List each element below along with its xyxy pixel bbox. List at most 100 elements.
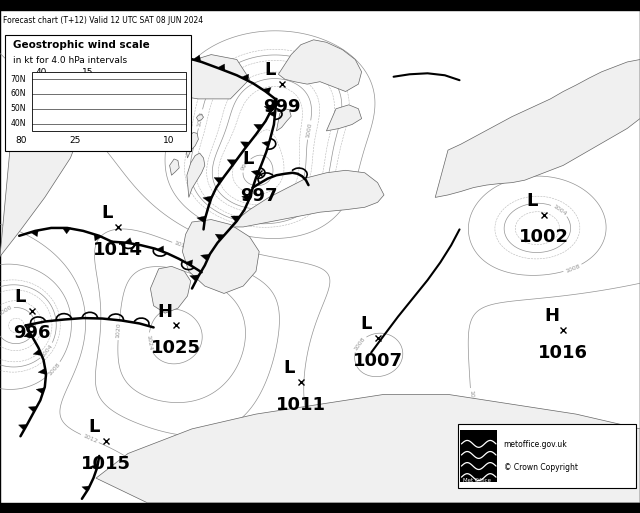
Text: 1016: 1016 xyxy=(173,241,189,251)
Text: 1015: 1015 xyxy=(81,455,131,473)
Polygon shape xyxy=(196,115,204,121)
Polygon shape xyxy=(278,40,362,91)
Polygon shape xyxy=(230,170,384,227)
Text: L: L xyxy=(360,315,372,333)
Text: 999: 999 xyxy=(263,98,300,116)
Text: L: L xyxy=(101,204,113,222)
Text: 1008: 1008 xyxy=(164,128,171,144)
Bar xyxy=(460,430,497,482)
Text: H: H xyxy=(544,307,559,325)
Text: 1004: 1004 xyxy=(40,343,54,359)
Text: Geostrophic wind scale: Geostrophic wind scale xyxy=(13,40,150,50)
Text: 1020: 1020 xyxy=(116,322,122,338)
Polygon shape xyxy=(182,220,259,293)
Text: H: H xyxy=(157,303,172,321)
Polygon shape xyxy=(150,266,191,313)
Polygon shape xyxy=(227,160,237,166)
Polygon shape xyxy=(33,349,42,356)
Polygon shape xyxy=(36,388,45,394)
Text: 1002: 1002 xyxy=(519,228,569,246)
Text: L: L xyxy=(264,61,276,79)
Bar xyxy=(32,72,186,131)
Polygon shape xyxy=(214,177,223,184)
Text: L: L xyxy=(284,359,295,377)
Text: 60N: 60N xyxy=(10,89,26,98)
Text: 40N: 40N xyxy=(10,119,26,128)
Polygon shape xyxy=(203,196,212,203)
Polygon shape xyxy=(82,486,90,491)
Polygon shape xyxy=(231,216,240,222)
Polygon shape xyxy=(268,111,275,117)
Text: Met Office: Met Office xyxy=(463,478,492,483)
Polygon shape xyxy=(326,105,362,131)
Text: L: L xyxy=(527,192,538,210)
Polygon shape xyxy=(253,124,263,130)
Polygon shape xyxy=(125,238,132,244)
Text: 1012: 1012 xyxy=(82,433,98,444)
Polygon shape xyxy=(252,170,259,176)
Polygon shape xyxy=(264,106,274,112)
Text: 80: 80 xyxy=(15,136,27,145)
Text: 1012: 1012 xyxy=(468,390,474,406)
Text: 1012: 1012 xyxy=(33,82,48,96)
Text: in kt for 4.0 hPa intervals: in kt for 4.0 hPa intervals xyxy=(13,55,127,65)
Text: 25: 25 xyxy=(70,136,81,145)
Text: 15: 15 xyxy=(82,68,93,77)
Polygon shape xyxy=(241,142,250,148)
Polygon shape xyxy=(193,55,201,62)
Text: 1025: 1025 xyxy=(151,339,201,357)
Polygon shape xyxy=(157,246,164,252)
Polygon shape xyxy=(186,260,193,266)
Polygon shape xyxy=(218,64,225,71)
Polygon shape xyxy=(24,331,33,338)
Text: 996: 996 xyxy=(240,159,250,171)
Text: 1024: 1024 xyxy=(146,334,153,350)
Text: metoffice.gov.uk: metoffice.gov.uk xyxy=(504,440,568,449)
Text: 40: 40 xyxy=(36,68,47,77)
Polygon shape xyxy=(200,254,210,261)
Polygon shape xyxy=(215,234,225,241)
Text: L: L xyxy=(242,150,253,168)
Polygon shape xyxy=(241,74,249,81)
Text: 1004: 1004 xyxy=(196,111,205,127)
Text: 70N: 70N xyxy=(10,75,26,84)
Polygon shape xyxy=(0,50,90,256)
Text: 997: 997 xyxy=(241,187,278,205)
Text: L: L xyxy=(15,288,26,306)
Polygon shape xyxy=(276,109,291,131)
Bar xyxy=(5,35,191,151)
Text: 1007: 1007 xyxy=(353,351,403,369)
Polygon shape xyxy=(31,230,38,236)
Text: 1016: 1016 xyxy=(538,344,588,362)
Polygon shape xyxy=(187,153,205,198)
Polygon shape xyxy=(435,60,640,198)
Polygon shape xyxy=(262,141,269,147)
Polygon shape xyxy=(94,234,102,241)
Polygon shape xyxy=(196,216,206,223)
Text: 1011: 1011 xyxy=(276,396,326,414)
Polygon shape xyxy=(90,464,98,470)
Polygon shape xyxy=(186,132,198,158)
Polygon shape xyxy=(242,195,251,202)
Polygon shape xyxy=(28,406,37,412)
Text: © Crown Copyright: © Crown Copyright xyxy=(504,463,578,472)
Polygon shape xyxy=(170,159,179,175)
Polygon shape xyxy=(263,87,271,94)
Text: L: L xyxy=(88,418,100,436)
Text: 996: 996 xyxy=(13,324,51,343)
Text: 1004: 1004 xyxy=(552,203,568,216)
Polygon shape xyxy=(189,275,199,281)
Polygon shape xyxy=(63,228,71,234)
Text: 1014: 1014 xyxy=(93,241,143,259)
Text: 1008: 1008 xyxy=(47,362,61,377)
Polygon shape xyxy=(19,424,28,430)
Text: Forecast chart (T+12) Valid 12 UTC SAT 08 JUN 2024: Forecast chart (T+12) Valid 12 UTC SAT 0… xyxy=(3,16,203,25)
Text: 1008: 1008 xyxy=(353,336,366,351)
Text: 50N: 50N xyxy=(10,104,26,113)
Bar xyxy=(458,424,636,488)
Text: 1000: 1000 xyxy=(305,122,313,138)
Polygon shape xyxy=(147,54,250,99)
Text: 1000: 1000 xyxy=(0,305,13,317)
Text: 10: 10 xyxy=(163,136,174,145)
Polygon shape xyxy=(96,394,640,503)
